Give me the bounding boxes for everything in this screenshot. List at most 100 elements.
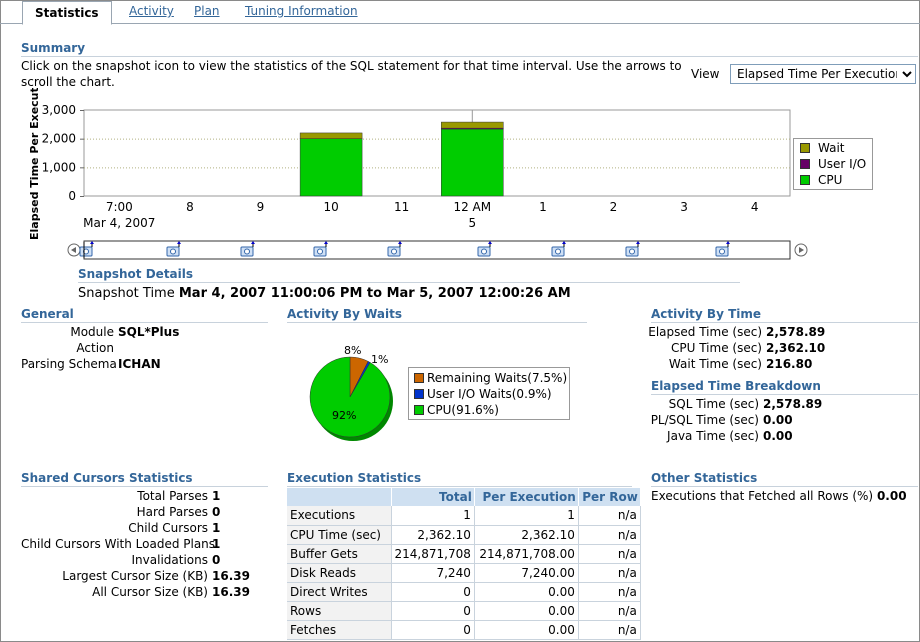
table-cell: 7,240 (391, 563, 475, 583)
chart-legend: Wait User I/O CPU (793, 138, 873, 190)
general-module-label: Module (70, 325, 114, 339)
table-row: Rows 0 0.00 n/a (287, 601, 641, 621)
scroll-left-arrow-glyph (71, 247, 76, 253)
chart-bar-segment[interactable] (441, 128, 504, 197)
snapshot-camera-icon[interactable] (477, 241, 492, 257)
elapsed-time-value: 2,578.89 (766, 325, 826, 339)
view-label: View (691, 67, 720, 81)
snapshot-scroller (67, 240, 808, 260)
table-cell: 1 (391, 506, 475, 526)
elapsed-time-label: Elapsed Time (sec) (648, 325, 762, 339)
camera-lens (391, 248, 397, 255)
snapshot-camera-icon[interactable] (313, 241, 328, 257)
snapshot-time: Snapshot Time Mar 4, 2007 11:00:06 PM to… (78, 286, 571, 301)
snapshot-camera-icon[interactable] (240, 241, 255, 257)
snapshot-camera-icon[interactable] (551, 241, 566, 257)
activity-pie-chart: 8% 1% 92% (309, 344, 393, 441)
pie-legend-remaining-waits: Remaining Waits(7.5%) (414, 371, 567, 385)
summary-instructions-line2: scroll the chart. (21, 75, 115, 89)
general-heading: General (21, 307, 268, 323)
shared-cursor-stat-label: All Cursor Size (KB) (92, 585, 208, 599)
fetched-all-rows-value: 0.00 (876, 489, 907, 503)
table-cell: n/a (578, 563, 641, 583)
legend-label-wait: Wait (818, 141, 845, 155)
view-select[interactable]: Elapsed Time Per Execution (730, 64, 916, 84)
chart-bar-segment[interactable] (299, 132, 363, 139)
pie-slice[interactable] (309, 356, 391, 438)
tab-tuning-information[interactable]: Tuning Information (245, 4, 358, 18)
shared-cursor-stat-label: Child Cursors (128, 521, 208, 535)
shared-cursor-stat-label: Invalidations (131, 553, 208, 567)
execution-stats-header-row: Total Per Execution Per Row (287, 488, 641, 506)
table-cell: 214,871,708 (391, 544, 475, 564)
table-row-label: Executions (287, 506, 392, 526)
cpu-time-label: CPU Time (sec) (671, 341, 762, 355)
camera-lens (244, 248, 250, 255)
shared-cursor-stat-value: 0 (212, 505, 221, 519)
camera-arrow (636, 241, 640, 244)
general-parsing-schema-value: ICHAN (118, 357, 161, 371)
legend-swatch-wait (800, 143, 810, 153)
chart-bars[interactable] (299, 121, 504, 197)
snapshot-camera-icon[interactable] (625, 241, 640, 257)
snapshot-camera-icon[interactable] (387, 241, 402, 257)
pie-label-user-io: 1% (371, 353, 388, 366)
chart-x-tick-label: 2 (610, 200, 618, 214)
shared-cursor-stat-label: Total Parses (137, 489, 208, 503)
table-cell: 0 (391, 620, 475, 640)
plsql-time-value: 0.00 (763, 413, 793, 427)
table-row: Fetches 0 0.00 n/a (287, 620, 641, 640)
table-cell: n/a (578, 582, 641, 602)
chart-y-tick-label: 1,000 (42, 160, 76, 174)
pie-swatch-remaining-waits (414, 373, 424, 383)
chart-y-tick-label: 2,000 (42, 132, 76, 146)
camera-arrow (251, 241, 255, 244)
table-row-label: Fetches (287, 620, 392, 640)
execution-stats-col-per-row: Per Row (578, 488, 641, 506)
table-cell: n/a (578, 620, 641, 640)
pie-label-cpu: 92% (332, 409, 356, 422)
snapshot-camera-icon[interactable] (715, 241, 730, 257)
table-row: Executions 1 1 n/a (287, 506, 641, 526)
camera-lens (317, 248, 323, 255)
general-parsing-schema-label: Parsing Schema (21, 357, 117, 371)
snapshot-camera-icon[interactable] (79, 241, 94, 258)
table-cell: 0.00 (474, 582, 579, 602)
snapshot-camera-icon[interactable] (166, 241, 181, 257)
table-cell: 0.00 (474, 620, 579, 640)
general-module-value: SQL*Plus (118, 325, 180, 339)
chart-x-tick-label: 9 (257, 200, 265, 214)
chart-x-tick-sublabel: Mar 4, 2007 (83, 216, 155, 230)
summary-instructions-line1: Click on the snapshot icon to view the s… (21, 59, 682, 73)
table-cell: 1 (474, 506, 579, 526)
tab-activity[interactable]: Activity (129, 4, 174, 18)
chart-x-tick-label: 10 (323, 200, 338, 214)
pie-slices[interactable] (309, 356, 393, 441)
table-row-label: Direct Writes (287, 582, 392, 602)
table-row: CPU Time (sec) 2,362.10 2,362.10 n/a (287, 525, 641, 545)
table-cell: 7,240.00 (474, 563, 579, 583)
chart-x-tick-label: 3 (680, 200, 688, 214)
activity-by-waits-heading: Activity By Waits (287, 307, 587, 323)
table-row-label: Disk Reads (287, 563, 392, 583)
shared-cursor-stat-label: Largest Cursor Size (KB) (62, 569, 208, 583)
chart-bar-segment[interactable] (441, 121, 504, 129)
camera-arrow (488, 241, 492, 244)
table-cell: 0 (391, 601, 475, 621)
chart-bar-segment[interactable] (299, 138, 363, 197)
execution-stats-body: Executions 1 1 n/a CPU Time (sec) 2,362.10 2,3… (287, 506, 641, 640)
tab-statistics[interactable]: Statistics (22, 1, 112, 25)
snapshot-details-heading: Snapshot Details (78, 267, 740, 283)
tab-plan[interactable]: Plan (194, 4, 220, 18)
legend-item-wait: Wait (800, 141, 845, 155)
table-row: Disk Reads 7,240 7,240.00 n/a (287, 563, 641, 583)
chart-x-tick-label: 4 (751, 200, 759, 214)
shared-cursor-stat-value: 1 (212, 489, 221, 503)
chart-y-tick-label: 0 (68, 189, 76, 203)
legend-swatch-cpu (800, 175, 810, 185)
shared-cursor-stat-value: 0 (212, 553, 221, 567)
fetched-all-rows: Executions that Fetched all Rows (%) 0.0… (651, 489, 907, 503)
pie-legend-label-cpu: CPU(91.6%) (427, 403, 499, 417)
shared-cursor-stat-label: Child Cursors With Loaded Plans (21, 537, 216, 551)
